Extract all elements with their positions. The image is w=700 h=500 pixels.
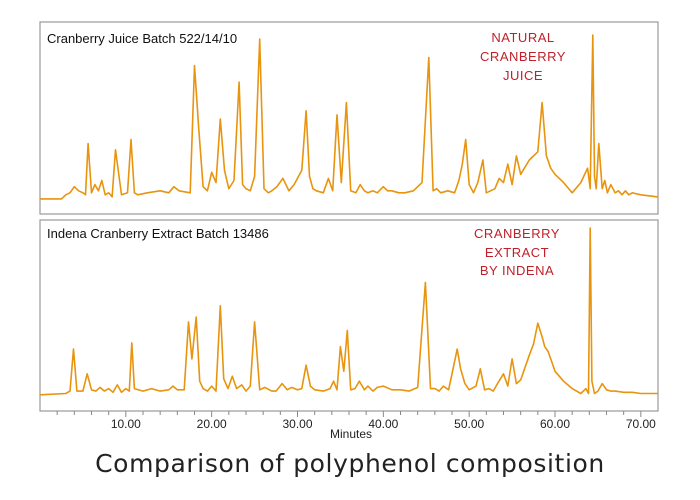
panel-bottom-annotation: CRANBERRY EXTRACT BY INDENA [474, 226, 560, 278]
x-tick-label: 10.00 [111, 417, 141, 431]
annotation-line: EXTRACT [485, 245, 549, 260]
x-tick-label: 70.00 [626, 417, 656, 431]
figure-caption: Comparison of polyphenol composition [95, 449, 605, 478]
panel-top-annotation: NATURAL CRANBERRY JUICE [480, 30, 566, 83]
x-tick-label: 20.00 [197, 417, 227, 431]
panel-bottom-series [39, 227, 658, 396]
annotation-line: JUICE [503, 68, 543, 83]
annotation-line: BY INDENA [480, 263, 554, 278]
x-tick-label: 50.00 [454, 417, 484, 431]
annotation-line: CRANBERRY [480, 49, 566, 64]
panel-top-title: Cranberry Juice Batch 522/14/10 [47, 31, 237, 46]
panel-bottom-frame [39, 219, 659, 412]
panel-bottom-title: Indena Cranberry Extract Batch 13486 [47, 226, 269, 241]
panel-top-series [40, 34, 659, 200]
annotation-line: CRANBERRY [474, 226, 560, 241]
panel-top-frame [39, 21, 659, 215]
x-tick-label: 30.00 [282, 417, 312, 431]
x-axis: 10.00 20.00 30.00 40.00 50.00 60.00 70.00 [56, 411, 656, 431]
series-line-top [40, 34, 659, 200]
panel-bottom: Indena Cranberry Extract Batch 13486 CRA… [39, 219, 659, 441]
panel-top: Cranberry Juice Batch 522/14/10 NATURAL … [39, 21, 659, 215]
series-line-bottom [39, 227, 658, 396]
annotation-line: NATURAL [491, 30, 554, 45]
x-tick-label: 60.00 [540, 417, 570, 431]
x-axis-label: Minutes [330, 427, 372, 441]
x-tick-label: 40.00 [368, 417, 398, 431]
